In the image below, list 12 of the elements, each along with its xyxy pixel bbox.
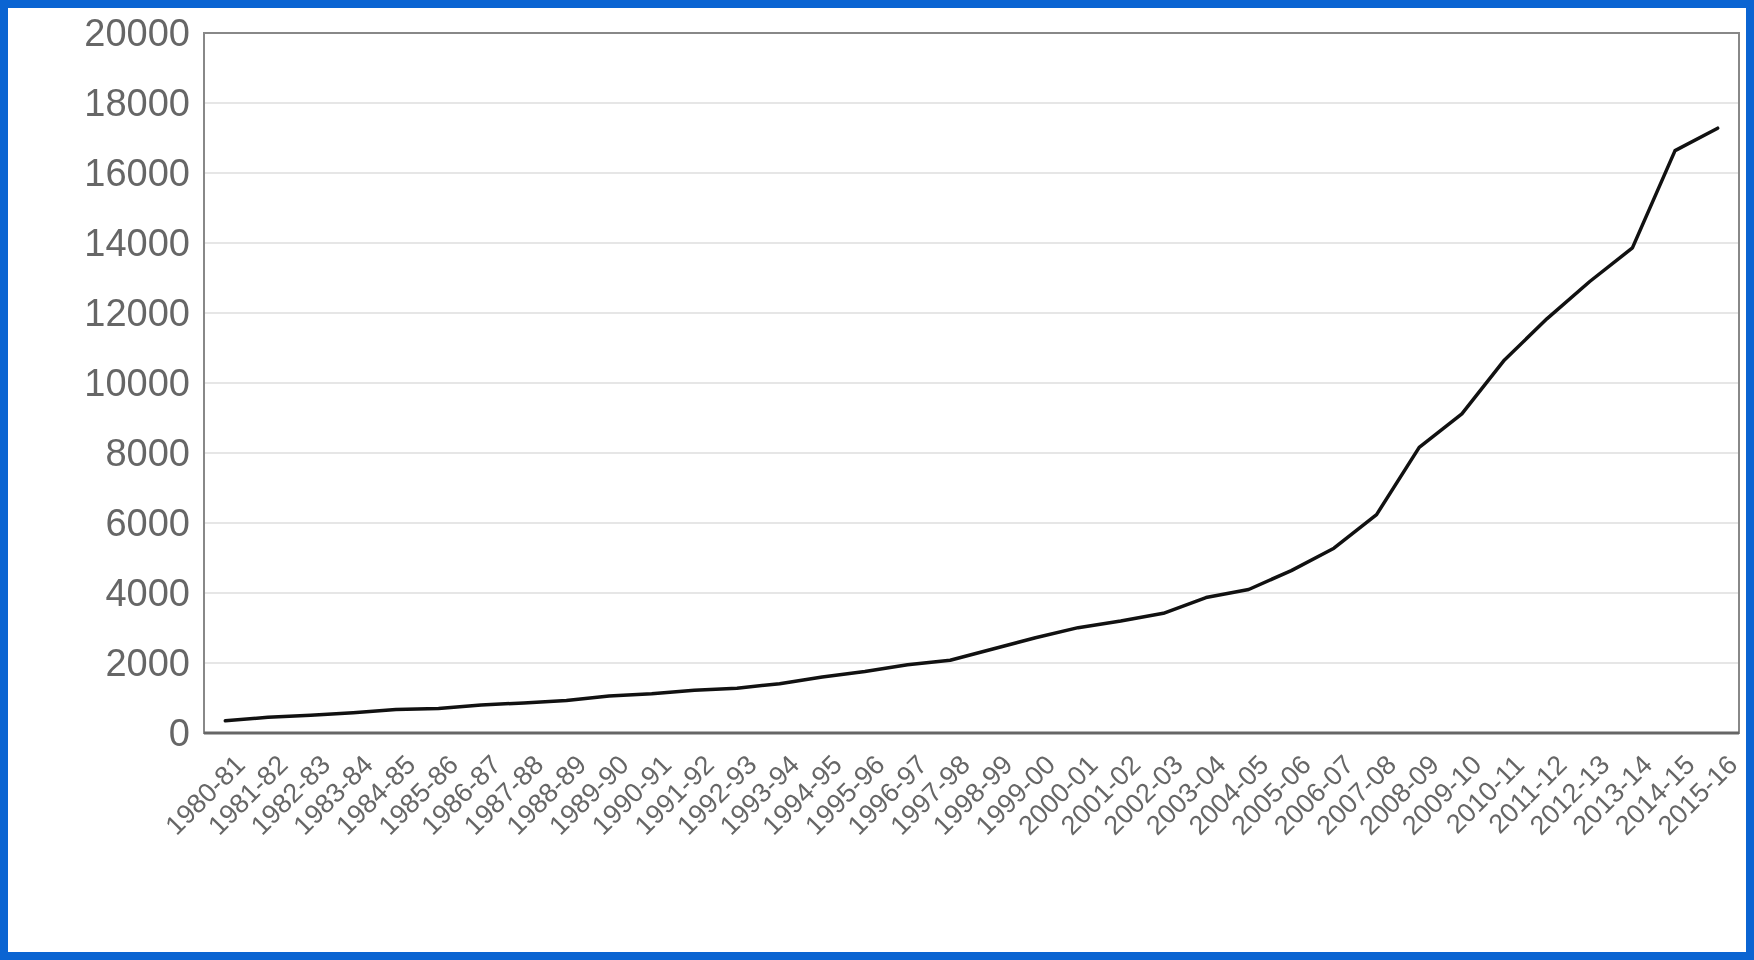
y-tick-label: 20000 xyxy=(84,12,190,55)
y-tick-label: 6000 xyxy=(105,502,190,545)
y-tick-label: 16000 xyxy=(84,152,190,195)
y-tick-label: 12000 xyxy=(84,292,190,335)
y-tick-label: 0 xyxy=(168,712,190,755)
y-tick-label: 18000 xyxy=(84,82,190,125)
y-tick-label: 8000 xyxy=(105,432,190,475)
y-tick-label: 10000 xyxy=(84,362,190,405)
line-series xyxy=(223,126,1720,723)
y-tick-label: 4000 xyxy=(105,572,190,615)
y-tick-label: 2000 xyxy=(105,642,190,685)
y-tick-label: 14000 xyxy=(84,222,190,265)
